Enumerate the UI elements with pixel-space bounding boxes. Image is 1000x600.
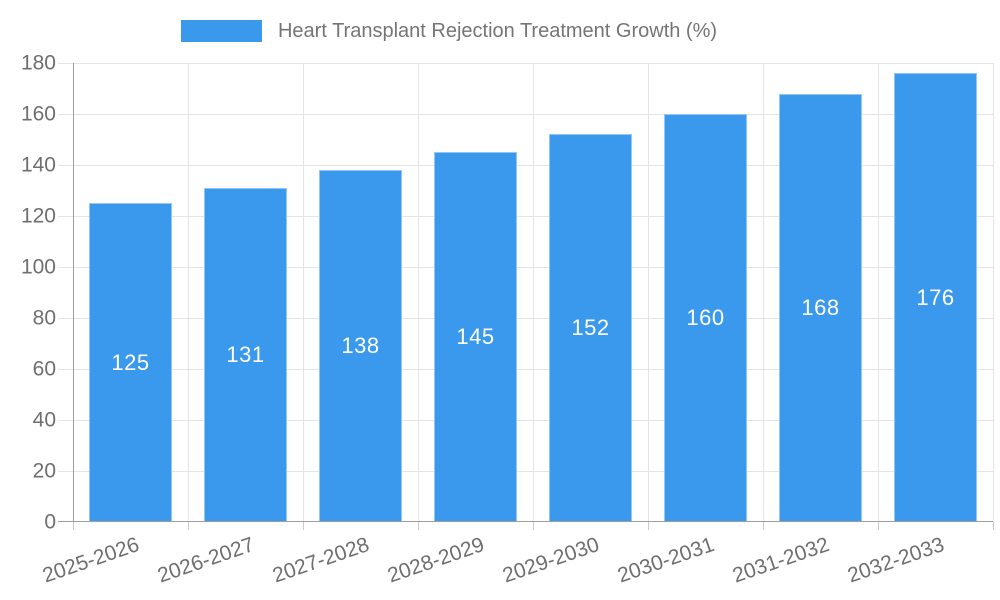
v-gridline (647, 63, 649, 522)
v-gridline (992, 63, 994, 522)
x-axis-tick (532, 522, 534, 530)
bar-value-label: 138 (341, 333, 380, 359)
y-axis-tick-label: 180 (20, 51, 56, 75)
bar[interactable]: 131 (204, 187, 287, 522)
x-axis-tick (992, 522, 994, 530)
x-axis-tick-label: 2026-2027 (154, 533, 257, 588)
x-axis-tick (417, 522, 419, 530)
plot-area: 125 131 138 145 152 160 168 176 (58, 62, 994, 530)
x-axis-tick-label: 2028-2029 (384, 533, 487, 588)
bar-value-label: 160 (686, 305, 725, 330)
bar-value-label: 168 (801, 294, 840, 320)
v-gridline (187, 63, 189, 522)
legend-swatch (180, 20, 262, 42)
v-gridline (302, 63, 304, 522)
x-axis-tick (762, 522, 764, 530)
bar-value-label: 125 (111, 349, 150, 375)
y-axis-tick-label: 0 (44, 510, 56, 534)
bar[interactable]: 125 (89, 203, 172, 522)
y-axis-tick-label: 80 (32, 306, 56, 330)
x-axis-tick (877, 522, 879, 530)
y-axis-tick-label: 160 (20, 102, 56, 126)
bar-value-label: 131 (226, 341, 265, 367)
legend[interactable]: Heart Transplant Rejection Treatment Gro… (180, 18, 718, 44)
x-axis-tick (72, 522, 74, 530)
x-axis-tick (647, 522, 649, 530)
bar[interactable]: 145 (434, 152, 517, 522)
y-axis-tick-label: 120 (20, 204, 56, 228)
y-axis-tick-label: 100 (20, 255, 56, 279)
x-axis-tick-label: 2032-2033 (844, 533, 947, 588)
x-axis-tick-label: 2025-2026 (39, 533, 142, 588)
bar-value-label: 152 (571, 315, 610, 341)
bar[interactable]: 160 (664, 114, 747, 522)
h-gridline (58, 62, 993, 64)
bar-value-label: 145 (456, 324, 495, 350)
y-axis-tick-label: 140 (20, 153, 56, 177)
x-axis-line (58, 521, 993, 522)
bar[interactable]: 138 (319, 170, 402, 522)
v-gridline (532, 63, 534, 522)
y-axis-tick-label: 60 (32, 357, 56, 381)
v-gridline (762, 63, 764, 522)
y-axis-line (73, 63, 74, 522)
bar[interactable]: 152 (549, 134, 632, 522)
x-axis-tick (302, 522, 304, 530)
bar[interactable]: 168 (779, 93, 862, 522)
x-axis-tick (187, 522, 189, 530)
y-axis-tick-label: 20 (32, 459, 56, 483)
x-axis-tick-label: 2031-2032 (729, 533, 832, 588)
x-axis-tick-label: 2030-2031 (614, 533, 717, 588)
bar[interactable]: 176 (894, 73, 977, 522)
v-gridline (877, 63, 879, 522)
legend-label: Heart Transplant Rejection Treatment Gro… (277, 20, 718, 42)
x-axis-tick-label: 2029-2030 (499, 533, 602, 588)
x-axis-tick-label: 2027-2028 (269, 533, 372, 588)
bar-value-label: 176 (916, 284, 955, 310)
y-axis-tick-label: 40 (32, 408, 56, 432)
v-gridline (417, 63, 419, 522)
